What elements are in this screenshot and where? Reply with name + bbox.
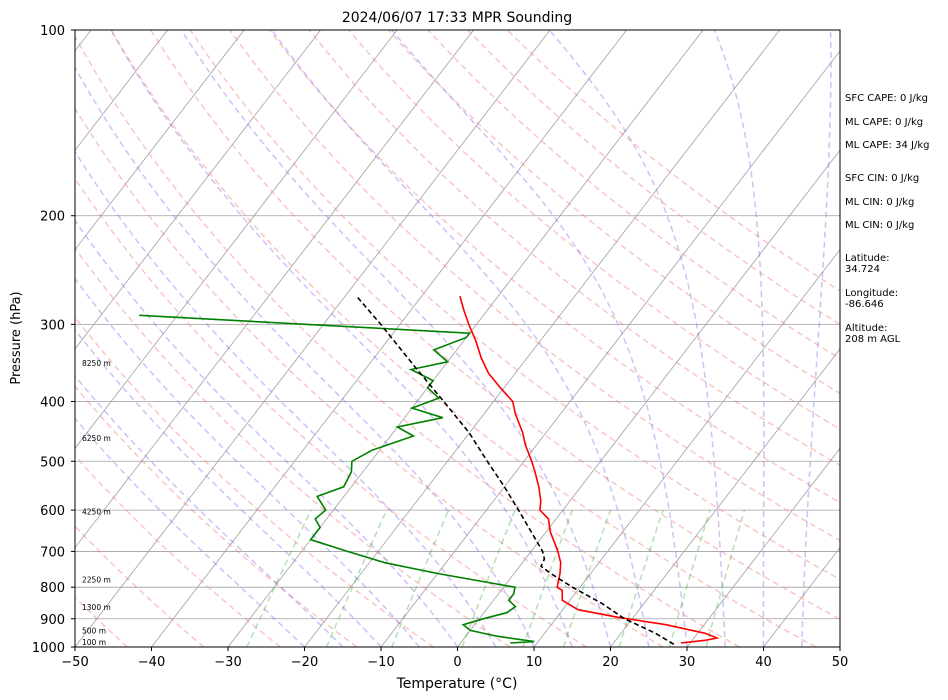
y-tick-label: 800 — [40, 581, 65, 596]
moist-adiabat-line — [271, 30, 650, 647]
ml-cape-text-2: ML CAPE: 34 J/kg — [845, 140, 930, 151]
moist-adiabat-line — [75, 66, 535, 647]
mixing-ratio-line — [522, 509, 573, 647]
isotherm-line — [380, 50, 840, 647]
mixing-ratio-line — [705, 509, 746, 647]
height-label: 500 m — [82, 626, 106, 635]
isotherm-line — [75, 30, 398, 449]
x-tick-label: 30 — [679, 655, 696, 670]
y-tick-label: 700 — [40, 545, 65, 560]
sfc-cape-text: SFC CAPE: 0 J/kg — [845, 93, 928, 104]
dewpoint-profile-line — [139, 314, 535, 644]
moist-adiabat-line — [801, 30, 832, 647]
dry-adiabat-line — [348, 30, 840, 430]
y-tick-label: 1000 — [32, 641, 65, 656]
isotherm-line — [151, 30, 627, 647]
isotherm-line — [457, 149, 840, 647]
dry-adiabat-line — [75, 596, 128, 647]
dry-adiabat-line — [75, 177, 587, 647]
latitude-text: Latitude: 34.724 — [845, 253, 890, 275]
moist-adiabat-line — [75, 374, 344, 647]
dry-adiabat-line — [268, 30, 840, 504]
y-tick-label: 400 — [40, 395, 65, 410]
x-tick-label: 20 — [602, 655, 619, 670]
background-lines — [75, 30, 840, 647]
y-tick-label: 900 — [40, 613, 65, 628]
altitude-text: Altitude: 208 m AGL — [845, 323, 901, 345]
sfc-cin-text: SFC CIN: 0 J/kg — [845, 173, 920, 184]
ml-cin-text: ML CIN: 0 J/kg — [845, 197, 915, 208]
x-tick-label: 40 — [755, 655, 772, 670]
mixing-ratio-line — [325, 509, 388, 647]
height-label: 2250 m — [82, 575, 111, 584]
x-tick-label: −50 — [61, 655, 88, 670]
height-label: 4250 m — [82, 507, 111, 516]
y-tick-label: 500 — [40, 455, 65, 470]
dry-adiabat-line — [75, 246, 511, 647]
x-axis: −50 −40 −30 −20 −10 0 10 20 30 40 50 — [61, 647, 848, 670]
moist-adiabat-line — [548, 30, 727, 647]
dry-adiabat-line — [387, 30, 840, 395]
dry-adiabat-line — [75, 106, 664, 647]
isotherm-line — [75, 30, 168, 151]
height-label: 100 m — [82, 638, 106, 647]
dry-adiabat-line — [75, 35, 740, 647]
x-tick-label: 10 — [526, 655, 543, 670]
sounding-stats-panel: SFC CAPE: 0 J/kg ML CAPE: 0 J/kg ML CAPE… — [845, 0, 948, 700]
height-label: 1300 m — [82, 603, 111, 612]
y-tick-label: 100 — [40, 24, 65, 39]
isotherm-line — [610, 348, 840, 647]
x-tick-label: −20 — [291, 655, 318, 670]
mixing-ratio-line — [562, 509, 612, 647]
ml-cape-text: ML CAPE: 0 J/kg — [845, 117, 924, 128]
mixing-ratio-line — [618, 509, 664, 647]
moist-adiabat-line — [391, 30, 688, 647]
isotherm-line — [686, 447, 840, 647]
moist-adiabat-line — [75, 219, 459, 647]
longitude-text: Longitude: -86.646 — [845, 288, 899, 310]
mixing-ratio-line — [246, 509, 312, 647]
x-axis-label: Temperature (°C) — [396, 676, 518, 692]
isotherm-line — [75, 30, 321, 350]
height-labels: 100 m 500 m 1300 m 2250 m 4250 m 6250 m 8250 m — [82, 359, 111, 647]
dry-adiabat-line — [308, 30, 840, 467]
moist-adiabat-line — [180, 30, 612, 647]
temperature-profile-line — [459, 295, 720, 644]
y-tick-label: 600 — [40, 504, 65, 519]
x-tick-label: −40 — [138, 655, 165, 670]
dry-adiabat-line — [75, 316, 434, 647]
isotherm-line — [75, 30, 245, 251]
x-tick-label: 0 — [453, 655, 461, 670]
moist-adiabat-line — [75, 328, 382, 647]
dry-adiabat-line — [506, 30, 840, 292]
x-tick-label: 50 — [832, 655, 849, 670]
height-label: 6250 m — [82, 434, 111, 443]
y-tick-label: 200 — [40, 210, 65, 225]
x-tick-label: −30 — [214, 655, 241, 670]
ml-cin-text-2: ML CIN: 0 J/kg — [845, 220, 915, 231]
isotherm-line — [304, 30, 780, 647]
sounding-lines — [139, 295, 720, 645]
y-tick-label: 300 — [40, 318, 65, 333]
moist-adiabat-line — [75, 277, 420, 647]
mixing-ratio-line — [391, 509, 450, 647]
isotherm-line — [533, 248, 840, 647]
isotherm-line — [75, 30, 551, 647]
moist-adiabat-line — [713, 30, 765, 647]
isotherm-line — [75, 30, 474, 549]
moist-adiabat-line — [75, 417, 306, 647]
y-axis: 1000 900 800 700 600 500 400 300 200 100 — [32, 24, 75, 656]
x-tick-label: −10 — [367, 655, 394, 670]
dry-adiabat-line — [75, 385, 358, 647]
chart-title: 2024/06/07 17:33 MPR Sounding — [342, 10, 572, 26]
mixing-ratio-line — [668, 509, 711, 647]
moist-adiabat-line — [75, 150, 497, 647]
moist-adiabat-line — [110, 30, 574, 647]
mixing-ratio-line — [461, 509, 516, 647]
dry-adiabat-line — [149, 30, 840, 621]
height-label: 8250 m — [82, 359, 111, 368]
y-axis-label: Pressure (hPa) — [9, 291, 24, 384]
